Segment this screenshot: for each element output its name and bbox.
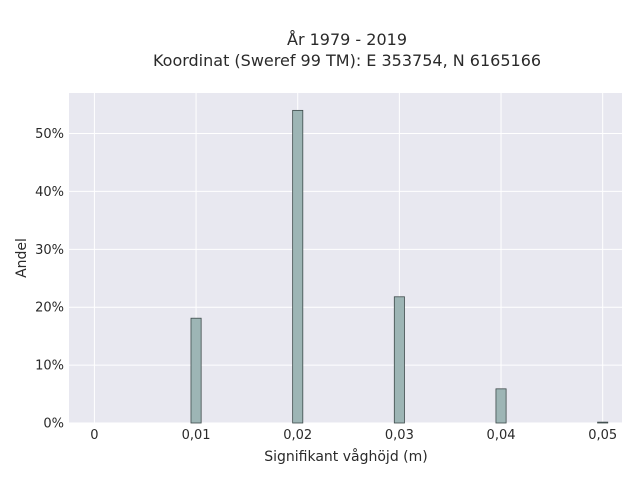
x-tick-label: 0,02 — [283, 428, 312, 443]
y-tick-label: 10% — [35, 359, 64, 374]
x-tick-label: 0 — [90, 428, 98, 443]
x-tick-label: 0,05 — [588, 428, 617, 443]
y-tick-label: 30% — [35, 243, 64, 258]
x-tick-label: 0,04 — [487, 428, 516, 443]
bars — [190, 109, 609, 424]
y-axis-label: Andel — [14, 238, 30, 278]
y-tick-label: 50% — [35, 127, 64, 142]
x-tick-labels: 0 0,01 0,02 0,03 0,04 0,05 — [90, 428, 617, 443]
chart-title: År 1979 - 2019 — [287, 30, 407, 49]
x-axis-label: Signifikant våghöjd (m) — [264, 448, 427, 465]
y-tick-labels: 0% 10% 20% 30% 40% 50% — [35, 127, 64, 431]
y-tick-label: 20% — [35, 301, 64, 316]
histogram-bar — [393, 296, 405, 424]
x-tick-label: 0,01 — [182, 428, 211, 443]
histogram-bar — [190, 317, 202, 424]
histogram-bar — [292, 109, 304, 424]
histogram-bar — [495, 388, 507, 424]
y-tick-label: 0% — [43, 417, 64, 432]
chart-subtitle: Koordinat (Sweref 99 TM): E 353754, N 61… — [153, 51, 541, 70]
plot-area — [69, 93, 622, 423]
x-tick-label: 0,03 — [385, 428, 414, 443]
histogram-bar — [597, 421, 609, 424]
y-tick-label: 40% — [35, 185, 64, 200]
